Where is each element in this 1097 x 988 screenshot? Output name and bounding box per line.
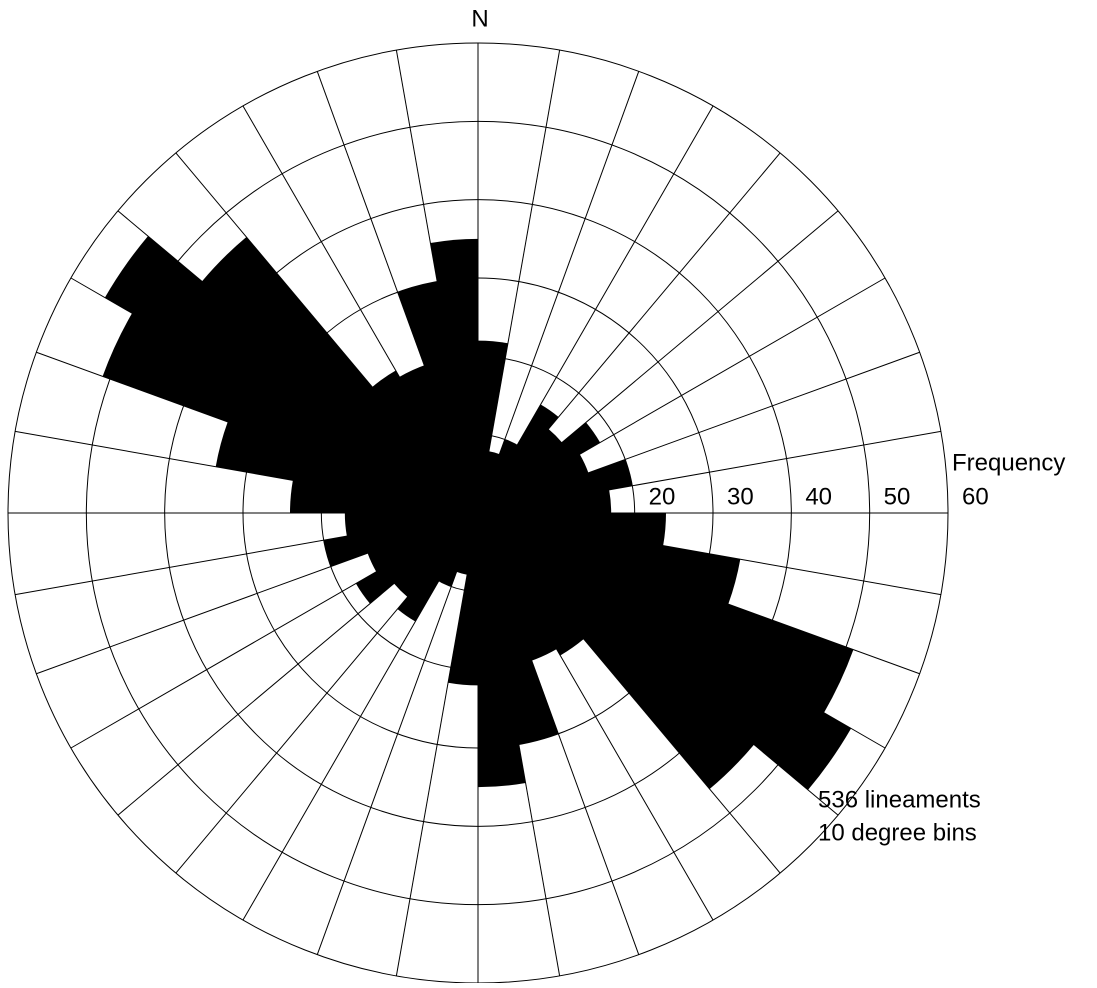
rose-wedge xyxy=(478,513,584,656)
note: 536 lineaments xyxy=(818,786,981,813)
grid-spoke xyxy=(395,512,479,976)
rose-wedge xyxy=(397,513,478,622)
rose-wedge xyxy=(355,513,478,604)
north-label: N xyxy=(471,5,488,32)
bars xyxy=(102,236,854,790)
r-tick-label: 60 xyxy=(962,483,989,510)
r-tick-label: 30 xyxy=(727,483,754,510)
rose-wedge xyxy=(478,451,500,513)
rose-wedge xyxy=(478,513,755,790)
rose-wedge xyxy=(344,513,478,537)
rose-wedge xyxy=(399,365,478,513)
rose-wedge xyxy=(478,428,563,513)
rose-wedge xyxy=(478,513,852,790)
r-tick-label: 20 xyxy=(649,483,676,510)
rose-wedge xyxy=(290,480,478,513)
rose-wedge xyxy=(323,513,478,567)
rose-wedge xyxy=(478,439,518,513)
rose-wedge xyxy=(478,489,612,513)
grid-spoke xyxy=(477,50,561,514)
note: 10 degree bins xyxy=(818,819,977,846)
rose-wedge xyxy=(478,513,526,788)
rose-wedge xyxy=(478,459,633,513)
rose-wedge xyxy=(102,313,478,513)
r-tick-label: 40 xyxy=(805,483,832,510)
rose-wedge xyxy=(104,236,478,513)
rose-wedge xyxy=(478,513,666,546)
r-tick-label: 50 xyxy=(884,483,911,510)
rose-wedge xyxy=(372,370,478,513)
r-axis-label: Frequency xyxy=(952,449,1065,476)
rose-wedge xyxy=(478,340,508,513)
rose-wedge xyxy=(478,454,589,513)
rose-wedge xyxy=(478,404,559,513)
rose-wedge xyxy=(438,513,478,587)
rose-wedge xyxy=(448,513,478,686)
rose-wedge xyxy=(397,281,478,513)
rose-wedge xyxy=(478,513,741,605)
rose-wedge xyxy=(478,513,559,745)
rose-wedge xyxy=(430,238,478,514)
rose-wedge xyxy=(367,513,478,572)
rose-wedge xyxy=(478,513,854,713)
rose-wedge xyxy=(215,421,478,513)
rose-wedge xyxy=(393,513,478,598)
rose-wedge xyxy=(201,236,478,513)
rose-wedge xyxy=(478,513,557,661)
rose-wedge xyxy=(456,513,478,575)
rose-wedge xyxy=(478,422,601,513)
